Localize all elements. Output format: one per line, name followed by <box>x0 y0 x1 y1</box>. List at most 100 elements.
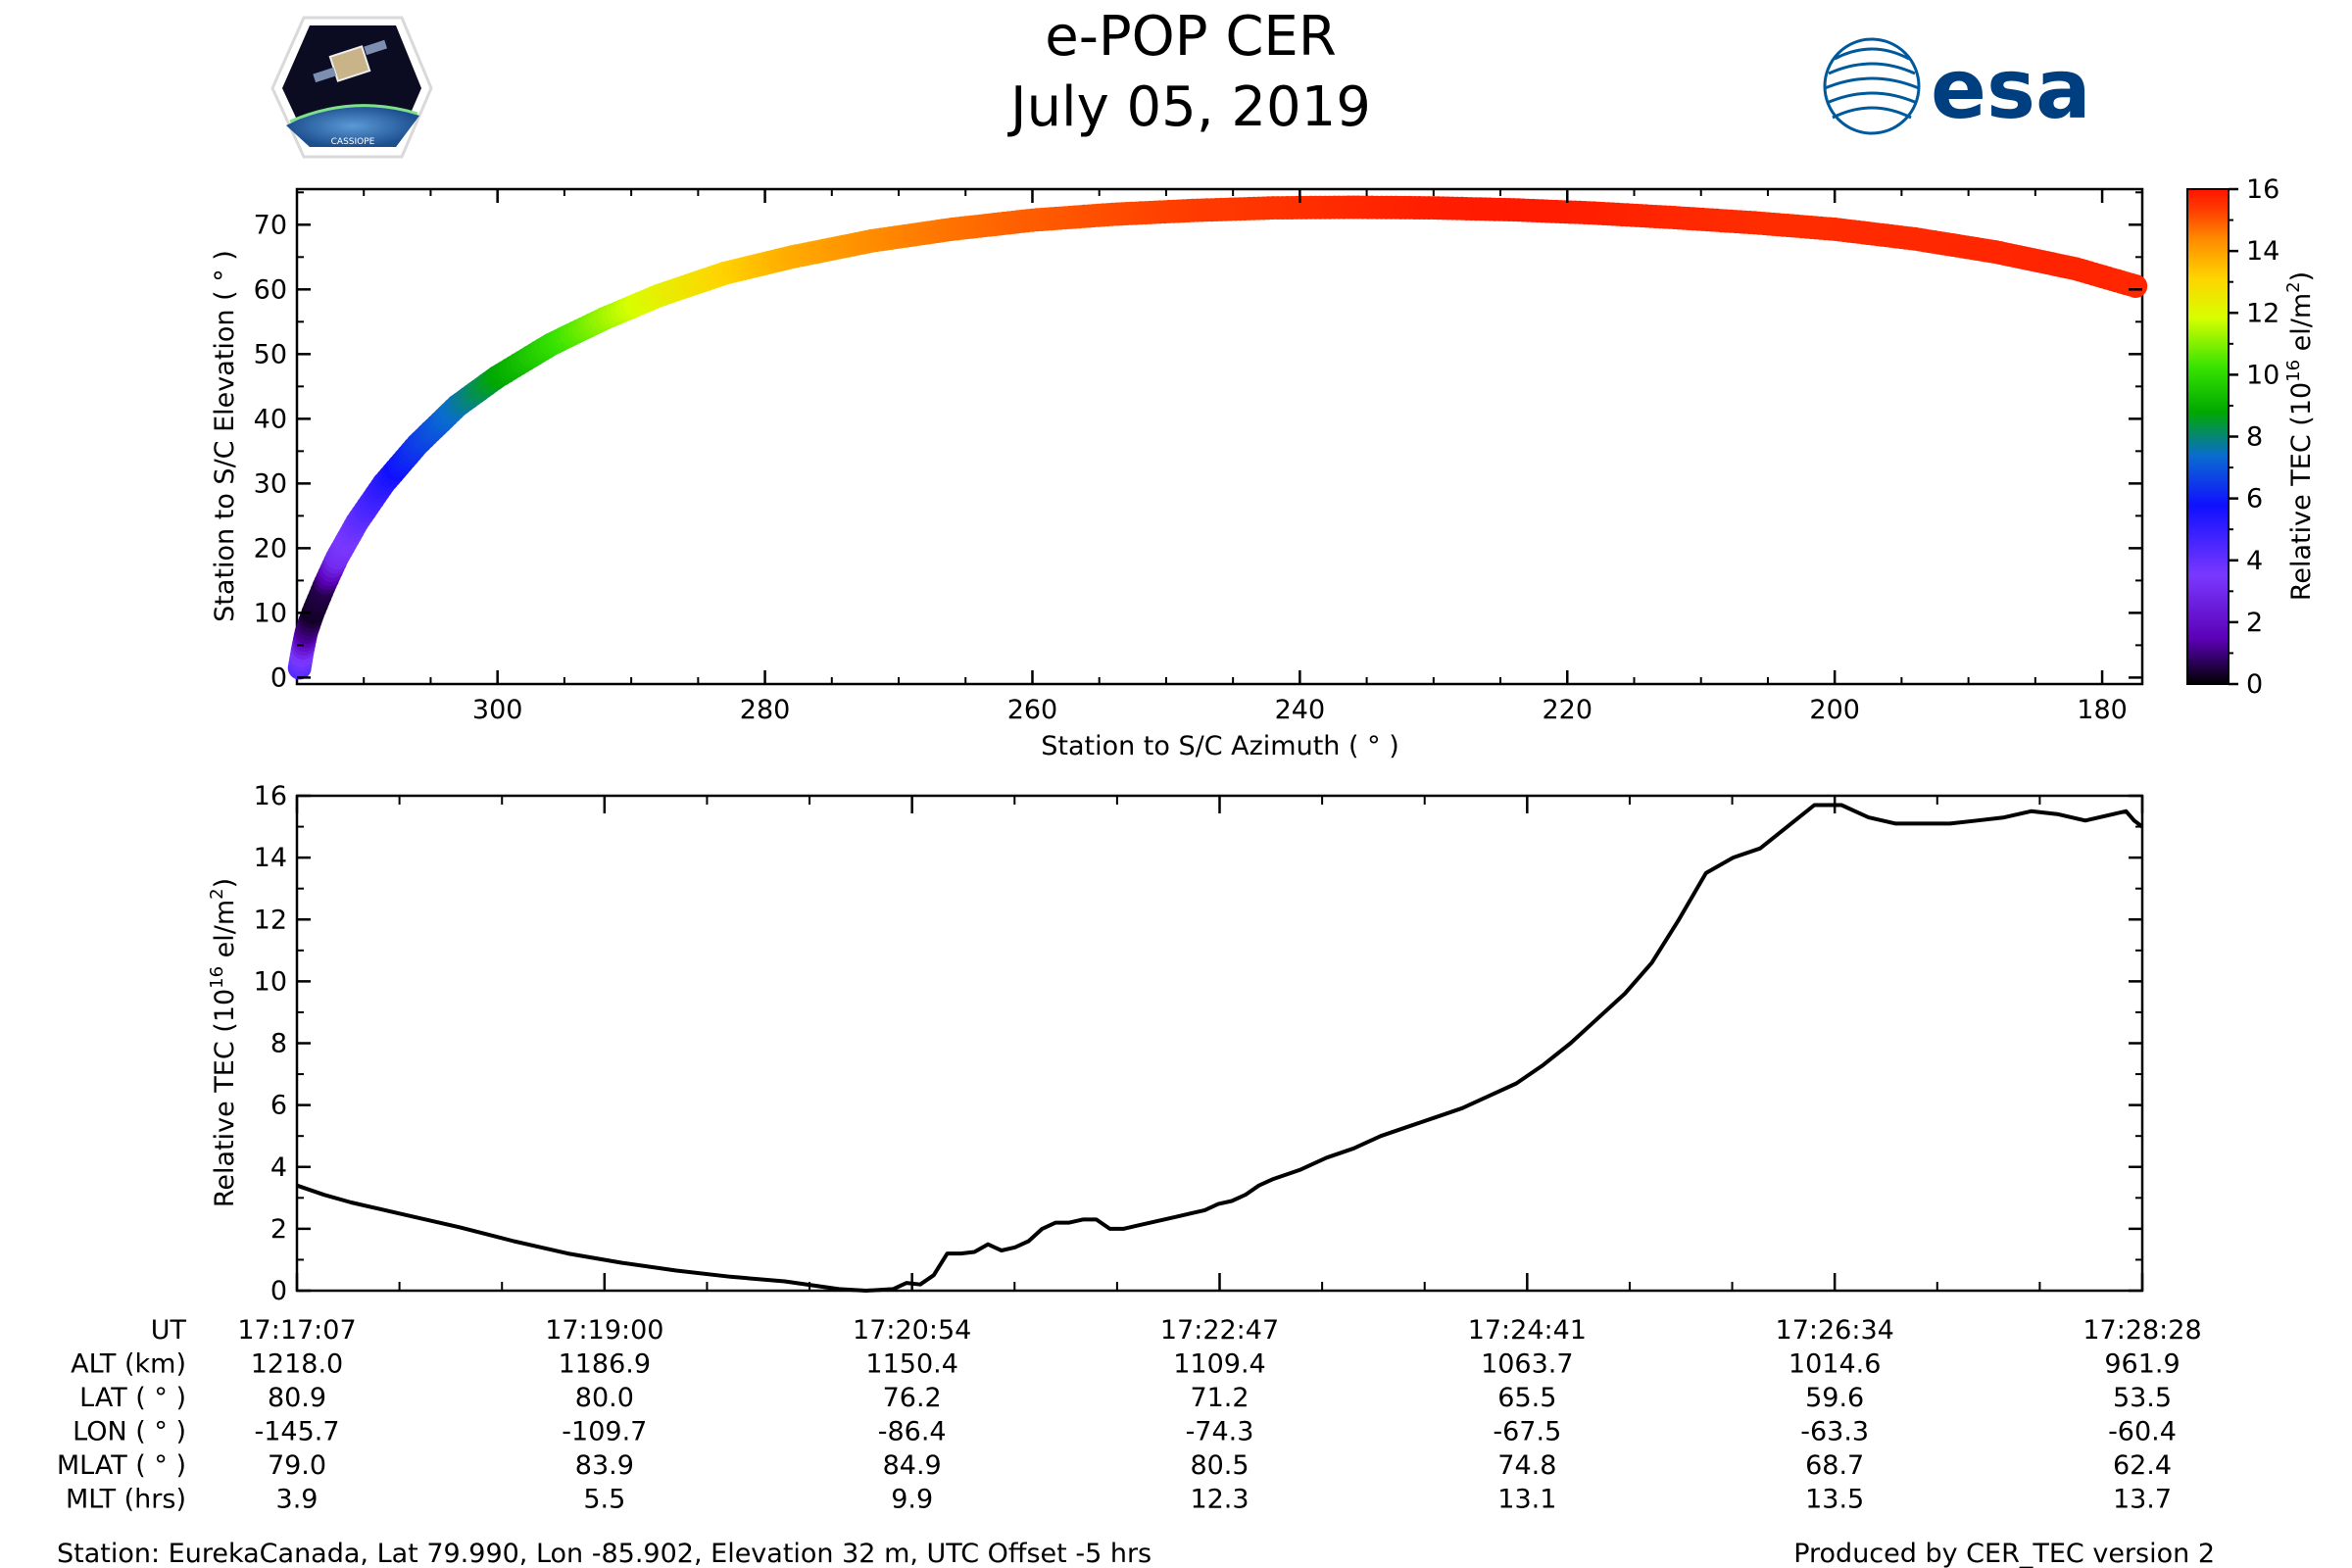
y-tick-label: 20 <box>254 533 287 564</box>
ephemeris-cell: 961.9 <box>2104 1349 2180 1380</box>
ephemeris-cell: -86.4 <box>878 1417 947 1447</box>
ephemeris-cell: 1150.4 <box>865 1349 957 1380</box>
ephemeris-row-label: MLT (hrs) <box>66 1485 186 1515</box>
ephemeris-cell: -63.3 <box>1800 1417 1869 1447</box>
ephemeris-cell: 1218.0 <box>251 1349 343 1380</box>
scatter-point <box>2124 274 2148 298</box>
x-tick-label: 220 <box>1542 695 1592 725</box>
ephemeris-cell: 1014.6 <box>1788 1349 1881 1380</box>
y-tick-label: 8 <box>270 1029 287 1059</box>
ephemeris-row-label: LON ( ° ) <box>73 1417 186 1447</box>
colorbar-tick-label: 8 <box>2246 422 2263 453</box>
ephemeris-cell: 71.2 <box>1190 1383 1249 1413</box>
ephemeris-row-label: MLAT ( ° ) <box>57 1450 186 1481</box>
ephemeris-cell: 17:20:54 <box>853 1315 971 1346</box>
y-tick-label: 30 <box>254 468 287 499</box>
ephemeris-cell: 17:26:34 <box>1776 1315 1894 1346</box>
esa-logo: esa <box>1823 37 2091 137</box>
ephemeris-cell: 65.5 <box>1497 1383 1556 1413</box>
ephemeris-cell: -67.5 <box>1493 1417 1561 1447</box>
y-tick-label: 2 <box>270 1214 287 1245</box>
x-tick-label: 180 <box>2077 695 2128 725</box>
ephemeris-cell: 17:24:41 <box>1468 1315 1587 1346</box>
ephemeris-cell: 76.2 <box>883 1383 942 1413</box>
tec-chart-ylabel: Relative TEC (1016 el/m2) <box>207 878 240 1207</box>
colorbar-tick-label: 16 <box>2246 174 2279 205</box>
y-tick-label: 14 <box>254 843 287 873</box>
ephemeris-cell: 62.4 <box>2113 1450 2172 1481</box>
tec-series-line <box>296 803 2144 1293</box>
elevation-chart-ylabel: Station to S/C Elevation ( ° ) <box>210 250 240 622</box>
colorbar-label: Relative TEC (1016 el/m2) <box>2283 271 2317 601</box>
footer-produced-by: Produced by CER_TEC version 2 <box>1793 1539 2215 1568</box>
ephemeris-cell: 53.5 <box>2113 1383 2172 1413</box>
ephemeris-cell: 1109.4 <box>1173 1349 1265 1380</box>
elevation-chart: 300 280 260 240 220 200 180 0 10 20 30 40 50 60 70 Sta… <box>210 187 2148 761</box>
ephemeris-cell: 3.9 <box>276 1485 318 1515</box>
ephemeris-cell: -74.3 <box>1186 1417 1254 1447</box>
ephemeris-cell: 74.8 <box>1497 1450 1556 1481</box>
ephemeris-cell: 80.5 <box>1190 1450 1249 1481</box>
ephemeris-cell: 17:28:28 <box>2082 1315 2201 1346</box>
ephemeris-row-label: UT <box>151 1315 187 1346</box>
ephemeris-cell: 13.7 <box>2113 1485 2172 1515</box>
y-tick-label: 40 <box>254 404 287 434</box>
colorbar-tick-label: 4 <box>2246 546 2263 576</box>
y-tick-label: 16 <box>254 781 287 811</box>
elevation-chart-axes: 300 280 260 240 220 200 180 0 10 20 30 40 50 60 70 <box>254 189 2142 725</box>
tec-chart: 0 2 4 6 8 10 12 14 16 Relative TEC (1016 el/m2) <box>207 781 2144 1306</box>
ephemeris-row-label: LAT ( ° ) <box>79 1383 186 1413</box>
colorbar-tick-label: 2 <box>2246 608 2263 638</box>
ephemeris-cell: 79.0 <box>268 1450 326 1481</box>
ephemeris-cell: 12.3 <box>1190 1485 1249 1515</box>
colorbar-tick-label: 6 <box>2246 484 2263 514</box>
cassiope-logo-text: CASSIOPE <box>331 137 375 147</box>
tec-chart-axes: 0 2 4 6 8 10 12 14 16 <box>254 781 2144 1306</box>
ephemeris-cell: 80.9 <box>268 1383 326 1413</box>
x-tick-label: 200 <box>1809 695 1860 725</box>
colorbar-tick-label: 10 <box>2246 360 2279 390</box>
y-tick-label: 4 <box>270 1152 287 1183</box>
figure-title: e-POP CER <box>1045 5 1336 69</box>
ephemeris-cell: 17:22:47 <box>1160 1315 1279 1346</box>
x-tick-label: 240 <box>1275 695 1326 725</box>
x-tick-label: 260 <box>1007 695 1058 725</box>
y-tick-label: 70 <box>254 210 287 240</box>
ephemeris-cell: 13.5 <box>1805 1485 1864 1515</box>
y-tick-label: 10 <box>254 598 287 628</box>
ephemeris-cell: 83.9 <box>575 1450 634 1481</box>
elevation-chart-xlabel: Station to S/C Azimuth ( ° ) <box>1041 731 1399 761</box>
ephemeris-cell: 13.1 <box>1497 1485 1556 1515</box>
y-tick-label: 50 <box>254 339 287 369</box>
y-tick-label: 0 <box>270 1276 287 1306</box>
ephemeris-cell: 84.9 <box>883 1450 942 1481</box>
ephemeris-cell: 59.6 <box>1805 1383 1864 1413</box>
colorbar-tick-label: 0 <box>2246 669 2263 700</box>
y-tick-label: 60 <box>254 274 287 305</box>
ephemeris-cell: 80.0 <box>575 1383 634 1413</box>
x-tick-label: 280 <box>740 695 791 725</box>
ephemeris-cell: -145.7 <box>254 1417 339 1447</box>
ephemeris-cell: 9.9 <box>891 1485 933 1515</box>
colorbar-ticks: 0 2 4 6 8 10 12 14 16 <box>2229 174 2279 700</box>
ephemeris-cell: -109.7 <box>562 1417 647 1447</box>
ephemeris-cell: -60.4 <box>2108 1417 2177 1447</box>
footer-station: Station: EurekaCanada, Lat 79.990, Lon -… <box>57 1539 1152 1568</box>
x-tick-label: 300 <box>472 695 523 725</box>
y-tick-label: 12 <box>254 905 287 935</box>
ephemeris-row-label: ALT (km) <box>71 1349 186 1380</box>
figure-date: July 05, 2019 <box>1007 75 1371 139</box>
ephemeris-cell: 5.5 <box>583 1485 625 1515</box>
esa-logo-text: esa <box>1931 41 2091 137</box>
elevation-chart-points <box>287 195 2148 680</box>
y-tick-label: 6 <box>270 1091 287 1121</box>
elevation-chart-frame <box>295 187 2144 686</box>
cassiope-logo: CASSIOPE <box>270 16 433 159</box>
colorbar: 0 2 4 6 8 10 12 14 16 Relative TEC (1016 el/m2) <box>2186 174 2317 700</box>
tec-chart-frame <box>295 794 2144 1293</box>
ephemeris-cell: 68.7 <box>1805 1450 1864 1481</box>
y-tick-label: 10 <box>254 966 287 997</box>
ephemeris-cell: 1186.9 <box>559 1349 651 1380</box>
